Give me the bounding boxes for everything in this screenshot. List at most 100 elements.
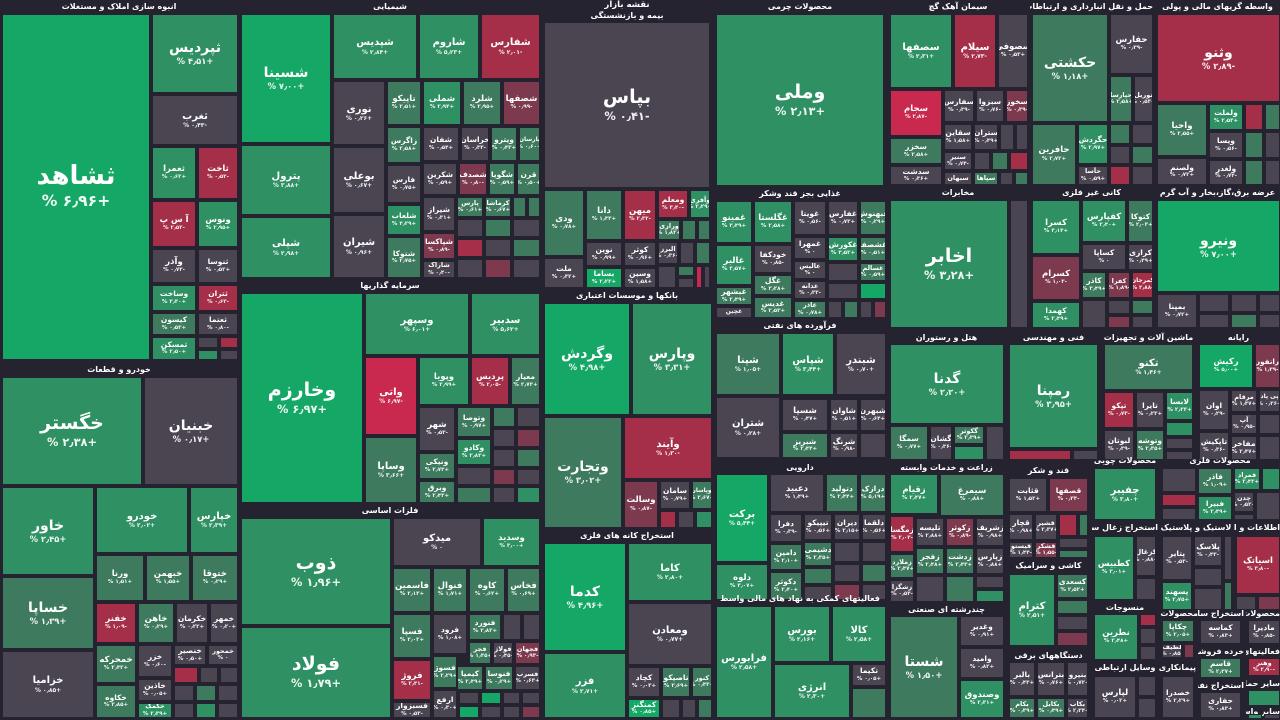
stock-tile[interactable] — [1138, 676, 1156, 696]
stock-tile[interactable] — [696, 511, 712, 528]
stock-tile[interactable] — [828, 301, 842, 318]
stock-tile-البرز[interactable]: البرز+۰٫۳۶ % — [658, 242, 678, 264]
stock-tile[interactable] — [678, 278, 694, 288]
stock-tile-کهمدا[interactable]: کهمدا +۲٫۴۹ % — [1032, 302, 1080, 328]
stock-tile-کساپا[interactable]: کساپا ۰ % — [1082, 244, 1126, 270]
stock-tile-زفجر[interactable]: زفجر +۲٫۴۸ % — [916, 548, 944, 574]
stock-tile[interactable] — [828, 283, 858, 299]
stock-tile-دلوه[interactable]: دلوه +۳٫۰۷ % — [716, 564, 768, 600]
stock-tile-ونیکی[interactable]: ونیکی +۲٫۷۳ % — [419, 453, 455, 479]
stock-tile[interactable] — [852, 688, 886, 718]
stock-tile-فرابورس[interactable]: فرابورس +۲٫۵۸ % — [716, 606, 772, 718]
stock-tile-شصدف[interactable]: شصدف -۰٫۸۰ % — [459, 163, 487, 195]
stock-tile-کاذر[interactable]: کاذر +۳٫۴۹ % — [1082, 272, 1106, 298]
stock-tile[interactable] — [481, 692, 501, 704]
stock-tile[interactable] — [1224, 582, 1232, 610]
stock-tile-رکیش[interactable]: رکیش +۵٫۰۰ % — [1199, 344, 1253, 388]
stock-tile-اخابر[interactable]: اخابر +۳٫۲۸ % — [890, 200, 1008, 328]
stock-tile-کسعدی[interactable]: کسعدی +۲٫۵۲ % — [1057, 574, 1088, 598]
stock-tile-مادیرا[interactable]: مادیرا -۰٫۸۵ % — [1248, 620, 1280, 644]
stock-tile-بالبر[interactable]: بالبر +۰٫۴۳ % — [1009, 662, 1035, 696]
stock-tile-دلقما[interactable]: دلقما +۰٫۵۶ % — [862, 514, 886, 540]
stock-tile-قچار[interactable]: قچار +۰٫۹۸ % — [1009, 514, 1033, 540]
stock-tile-وخارزم[interactable]: وخارزم +۶٫۹۷ % — [241, 293, 363, 503]
stock-tile[interactable] — [485, 259, 511, 278]
stock-tile-دامین[interactable]: دامین +۲٫۱۰ % — [770, 544, 802, 570]
stock-tile-بورس[interactable]: بورس +۲٫۱۶ % — [774, 606, 830, 662]
stock-tile[interactable] — [1259, 314, 1280, 328]
stock-tile-فجهان[interactable]: فجهان -۰٫۹۳ % — [515, 642, 540, 664]
stock-tile-ستران[interactable]: ستران +۰٫۴۹ % — [974, 124, 998, 150]
stock-tile[interactable] — [457, 467, 491, 485]
stock-tile[interactable] — [493, 487, 515, 503]
stock-tile-سیمرغ[interactable]: سیمرغ +۰٫۸۸ % — [940, 474, 1004, 516]
stock-tile-شپدیس[interactable]: شپدیس +۲٫۸۴ % — [333, 14, 417, 79]
stock-tile-غشصفا[interactable]: غشصفا +۰٫۵۱ % — [860, 237, 886, 261]
stock-tile[interactable] — [834, 584, 860, 600]
stock-tile[interactable] — [954, 446, 984, 460]
stock-tile-میهن[interactable]: میهن -۲٫۳۲ % — [624, 190, 656, 240]
stock-tile-شستا[interactable]: شستا +۱٫۵۰ % — [890, 616, 958, 718]
stock-tile[interactable] — [1224, 536, 1232, 580]
stock-tile-غالبر[interactable]: غالبر +۳٫۵۷ % — [716, 245, 752, 285]
stock-tile[interactable] — [1000, 172, 1013, 185]
stock-tile-پلاسک[interactable]: پلاسک -۰٫۴۳ % — [1194, 536, 1222, 566]
stock-tile[interactable] — [517, 407, 540, 427]
stock-tile-ثنوسا[interactable]: ثنوسا +۰٫۵۲ % — [198, 249, 238, 283]
stock-tile-حآسا[interactable]: حآسا +۰٫۵۹ % — [1078, 166, 1108, 185]
stock-tile-مفاخر[interactable]: مفاخر +۲٫۴۷ % — [1231, 436, 1257, 460]
stock-tile[interactable] — [198, 350, 218, 360]
stock-tile[interactable] — [1194, 568, 1222, 586]
stock-tile-وملی[interactable]: وملی +۲٫۱۳ % — [716, 14, 884, 186]
stock-tile-تلیسه[interactable]: تلیسه +۲٫۸۸ % — [916, 518, 944, 546]
stock-tile[interactable] — [517, 429, 540, 447]
stock-tile-ولصنم[interactable]: ولصنم +۰٫۷۲ % — [1157, 158, 1207, 185]
stock-tile[interactable] — [459, 706, 479, 718]
stock-tile-حافرین[interactable]: حافرین +۲٫۷۲ % — [1032, 124, 1076, 185]
stock-tile-بوعلی[interactable]: بوعلی +۰٫۶۷ % — [333, 147, 385, 213]
stock-tile-سصفها[interactable]: سصفها +۲٫۳۱ % — [890, 14, 952, 88]
stock-tile-شگل[interactable] — [513, 197, 526, 217]
stock-tile-شسپا[interactable]: شسپا +۰٫۴۷ % — [782, 399, 828, 431]
stock-tile-ثشاهد[interactable]: ثشاهد +۶٫۹۶ % — [2, 14, 150, 360]
stock-tile-دانا[interactable]: دانا +۱٫۳۳ % — [586, 190, 622, 240]
stock-tile-شاراک[interactable]: شاراک -۰٫۴۰ % — [423, 261, 455, 278]
stock-tile-غبهنوش[interactable]: غبهنوش+۰٫۲۹ % — [860, 201, 886, 235]
stock-tile-کاوه[interactable]: کاوه +۰٫۶۲ % — [469, 568, 505, 612]
stock-tile[interactable] — [860, 433, 886, 458]
stock-tile-بکابل[interactable]: بکابل +۰٫۴۹ % — [1037, 698, 1065, 718]
stock-tile-تپکو[interactable]: تپکو -۰٫۷۳ % — [1104, 392, 1134, 428]
stock-tile[interactable] — [503, 692, 520, 704]
stock-tile-شسینا[interactable]: شسینا +۷٫۰۰ % — [241, 14, 331, 143]
stock-tile-سجام[interactable]: سجام -۲٫۸۷ % — [890, 90, 942, 136]
stock-tile-زمگسا[interactable]: زمگسا -۲٫۰۳ % — [890, 516, 914, 552]
stock-tile[interactable] — [1015, 172, 1028, 185]
stock-tile-زاگرس[interactable]: زاگرس +۲٫۵۸ % — [387, 127, 421, 163]
stock-tile-خودکفا[interactable]: خودکفا -۰٫۸۵ % — [754, 245, 792, 273]
stock-tile-فجام[interactable] — [1262, 468, 1280, 490]
stock-tile-پتایر[interactable]: پتایر -۰٫۵۳ % — [1162, 536, 1192, 580]
stock-tile-زدشت[interactable]: زدشت +۲٫۴۳ % — [946, 548, 974, 574]
stock-tile-غدیس[interactable]: غدیس +۲٫۵۳ % — [754, 297, 792, 318]
stock-tile-حفاری[interactable]: حفاری +۰٫۸۳ % — [1200, 692, 1241, 718]
stock-tile-فخاس[interactable]: فخاس +۰٫۶۹ % — [507, 568, 540, 612]
stock-tile-فروژ[interactable]: فروژ -۲٫۳۱ % — [393, 660, 431, 700]
stock-tile-وتوصا[interactable]: وتوصا +۰٫۹۷ % — [457, 407, 491, 437]
stock-tile-خراسان[interactable]: خراسان -۰٫۳۳ % — [461, 127, 489, 161]
stock-tile-چدن[interactable]: چدن+۰٫۵۲ % — [1234, 492, 1254, 512]
stock-tile-ویترو[interactable]: ویترو +۰٫۴۳ % — [491, 127, 517, 161]
stock-tile[interactable] — [1256, 492, 1280, 520]
stock-tile-شملی[interactable]: شملی +۲٫۹۴ % — [423, 81, 461, 125]
stock-tile[interactable] — [992, 152, 1008, 170]
stock-tile-وآفری[interactable]: وآفری+۲٫۲۹ % — [690, 190, 710, 218]
stock-tile-سخوز[interactable]: سخوز -۰٫۳۹ % — [1006, 90, 1028, 122]
stock-tile-شاروم[interactable]: شاروم +۵٫۲۳ % — [419, 14, 479, 79]
stock-tile-سشرق[interactable] — [1000, 124, 1014, 150]
stock-tile-بمپنا[interactable]: بمپنا +۰٫۷۲ % — [1157, 294, 1197, 328]
stock-tile-ثعتما[interactable]: ثعتما -۰٫۸۰ % — [198, 313, 238, 335]
stock-tile-بنیرو[interactable]: بنیرو+۰٫۷۲ % — [1067, 662, 1088, 696]
stock-tile-ورازی[interactable]: ورازی+۱٫۸۲ % — [658, 220, 680, 240]
stock-tile-زقیام[interactable]: زقیام +۲٫۴۷ % — [890, 474, 938, 514]
stock-tile[interactable] — [1136, 578, 1156, 600]
stock-tile[interactable] — [874, 301, 886, 318]
